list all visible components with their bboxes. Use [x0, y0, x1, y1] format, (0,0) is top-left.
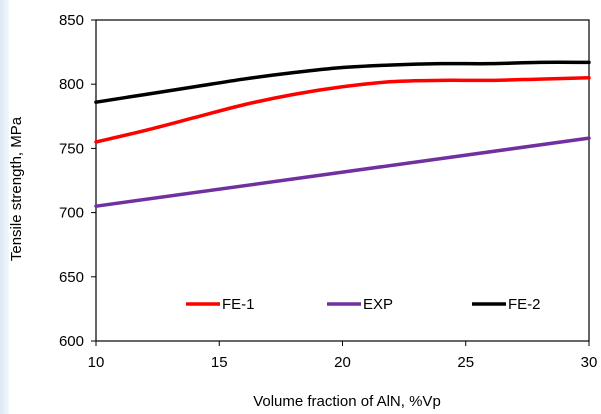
- legend-label-exp: EXP: [363, 296, 393, 313]
- x-tick-label: 25: [457, 354, 474, 371]
- x-tick-label: 15: [211, 354, 228, 371]
- left-accent-strip: [0, 0, 9, 414]
- y-tick-label: 850: [59, 12, 84, 29]
- x-axis-label: Volume fraction of AlN, %Vp: [253, 393, 441, 410]
- series-line-exp: [94, 136, 591, 208]
- y-axis-label: Tensile strength, MPa: [8, 116, 25, 261]
- legend: FE-1 EXP FE-2: [186, 296, 541, 313]
- y-tick-label: 800: [59, 76, 84, 93]
- series-line-fe-2: [94, 60, 591, 104]
- legend-label-fe-2: FE-2: [508, 296, 541, 313]
- y-tick-label: 700: [59, 205, 84, 222]
- x-tick-label: 30: [581, 354, 598, 371]
- legend-label-fe-1: FE-1: [222, 296, 255, 313]
- x-axis: 10 15 20 25 30: [88, 341, 598, 371]
- y-axis: 600 650 700 750 800 850: [59, 12, 96, 350]
- series-layer: [94, 60, 591, 208]
- x-tick-label: 10: [88, 354, 105, 371]
- y-tick-label: 600: [59, 333, 84, 350]
- series-line-fe-1: [94, 76, 591, 144]
- y-tick-label: 650: [59, 269, 84, 286]
- y-tick-label: 750: [59, 140, 84, 157]
- x-tick-label: 20: [334, 354, 351, 371]
